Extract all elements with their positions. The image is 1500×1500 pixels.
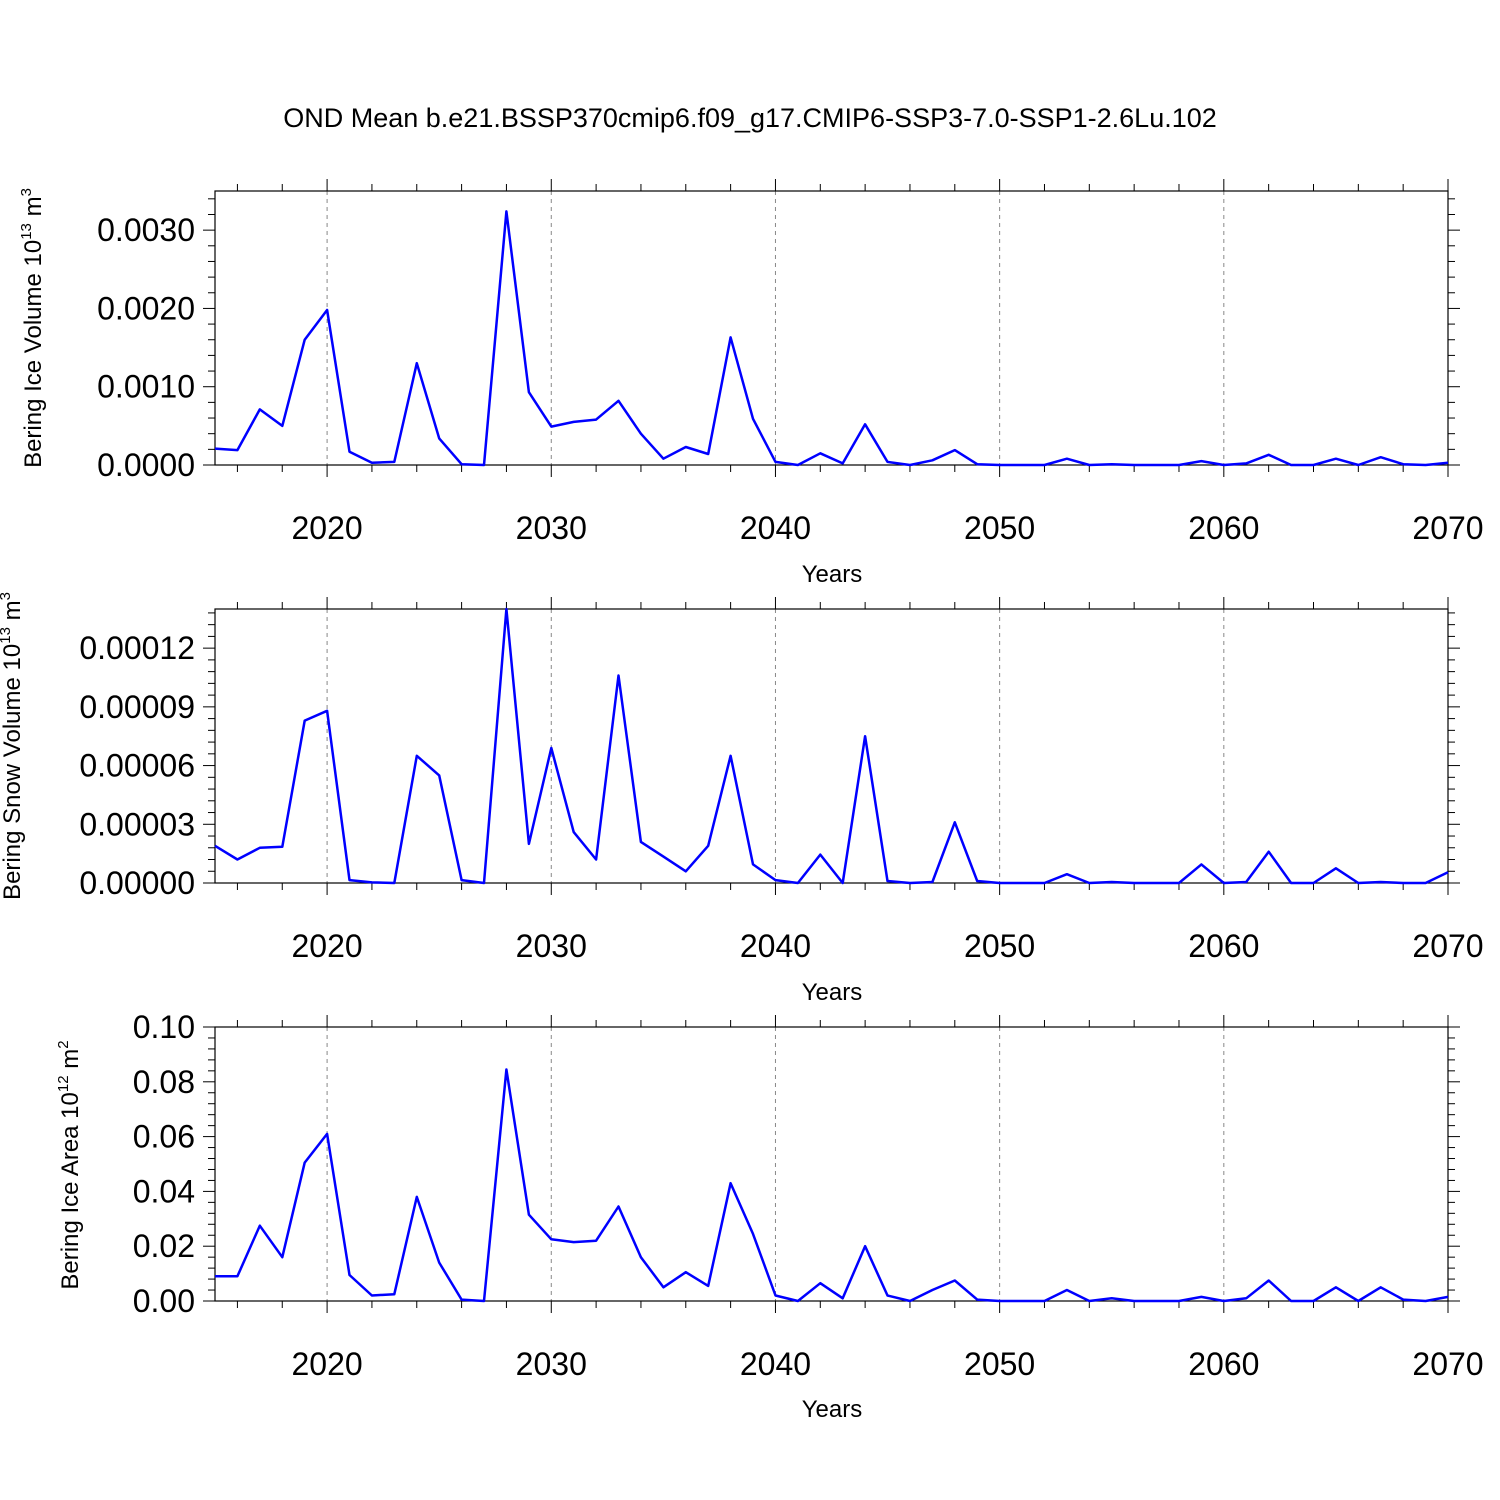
y-tick-label: 0.00 — [133, 1283, 195, 1319]
x-tick-label: 2070 — [1412, 1346, 1483, 1382]
series-line — [214, 210, 1449, 467]
y-tick-label: 0.0010 — [97, 369, 195, 405]
series-line — [214, 607, 1449, 885]
x-tick-label: 2020 — [291, 510, 362, 546]
x-tick-label: 2060 — [1188, 510, 1259, 546]
x-tick-label: 2040 — [740, 1346, 811, 1382]
plot-frame — [214, 608, 1449, 884]
y-tick-label: 0.00012 — [79, 630, 195, 666]
x-tick-label: 2040 — [740, 928, 811, 964]
series-line — [215, 1068, 1449, 1303]
x-axis-label: Years — [802, 979, 863, 1006]
y-axis-label: Bering Ice Area 1012 m2 — [55, 1040, 84, 1289]
x-tick-label: 2050 — [964, 510, 1035, 546]
x-tick-label: 2030 — [516, 510, 587, 546]
y-tick-label: 0.00006 — [79, 748, 195, 784]
panel-ice-area: 2020 2030 2040 2050 2060 2070 0.00 0.02 0.04 0.06… — [55, 1009, 1484, 1423]
x-tick-label: 2050 — [964, 1346, 1035, 1382]
x-tick-label: 2050 — [964, 928, 1035, 964]
plot-frame — [214, 190, 1449, 466]
y-tick-label: 0.0020 — [97, 290, 195, 326]
x-axis-label: Years — [802, 561, 863, 588]
y-tick-label: 0.08 — [133, 1064, 195, 1100]
y-tick-label: 0.00009 — [79, 689, 195, 725]
x-tick-label: 2020 — [291, 1346, 362, 1382]
y-tick-label: 0.02 — [133, 1228, 195, 1264]
x-tick-label: 2070 — [1412, 510, 1483, 546]
y-tick-label: 0.06 — [133, 1119, 195, 1155]
panel-ice-volume: 2020 2030 2040 2050 2060 2070 0.0000 0.0010 0.00… — [18, 179, 1484, 588]
x-tick-label: 2060 — [1188, 1346, 1259, 1382]
y-axis-label: Bering Ice Volume 1013 m3 — [18, 188, 47, 468]
plot-frame — [214, 1026, 1449, 1302]
x-tick-label: 2060 — [1188, 928, 1259, 964]
y-axis-label: Bering Snow Volume 1013 m3 — [0, 592, 26, 900]
y-tick-label: 0.04 — [133, 1173, 195, 1209]
plot-area: 2020 2030 2040 2050 2060 2070 0.00000 0.00003 0.… — [79, 597, 1484, 964]
y-tick-label: 0.0030 — [97, 212, 195, 248]
y-tick-label: 0.10 — [133, 1009, 195, 1045]
x-tick-label: 2030 — [516, 1346, 587, 1382]
plot-area: 2020 2030 2040 2050 2060 2070 0.0000 0.0010 0.00… — [97, 179, 1484, 546]
panel-snow-volume: 2020 2030 2040 2050 2060 2070 0.00000 0.00003 0.… — [0, 592, 1484, 1006]
figure-title: OND Mean b.e21.BSSP370cmip6.f09_g17.CMIP… — [283, 103, 1217, 133]
plot-area: 2020 2030 2040 2050 2060 2070 0.00 0.02 0.04 0.06… — [133, 1009, 1484, 1382]
y-tick-label: 0.00000 — [79, 865, 195, 901]
y-tick-label: 0.0000 — [97, 447, 195, 483]
x-tick-label: 2040 — [740, 510, 811, 546]
x-tick-label: 2020 — [291, 928, 362, 964]
x-tick-label: 2030 — [516, 928, 587, 964]
x-tick-label: 2070 — [1412, 928, 1483, 964]
y-tick-label: 0.00003 — [79, 806, 195, 842]
x-axis-label: Years — [802, 1396, 863, 1423]
